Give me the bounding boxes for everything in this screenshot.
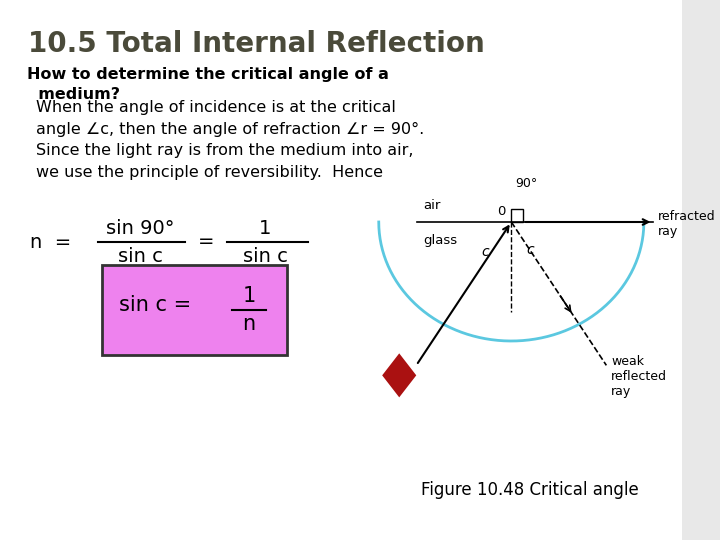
Text: How to determine the critical angle of a
  medium?: How to determine the critical angle of a… [27, 67, 388, 102]
Text: 0: 0 [498, 205, 505, 218]
Text: n  =: n = [30, 233, 71, 252]
Text: ray: ray [658, 226, 678, 239]
Polygon shape [382, 353, 416, 397]
Text: sin 90°: sin 90° [106, 219, 174, 238]
Text: 1: 1 [259, 219, 271, 238]
Text: c: c [481, 245, 489, 259]
Text: c: c [526, 243, 534, 257]
Text: 1: 1 [243, 286, 256, 306]
Text: Figure 10.48 Critical angle: Figure 10.48 Critical angle [421, 481, 639, 499]
Text: sin c: sin c [243, 247, 287, 267]
Text: =: = [198, 233, 215, 252]
Text: 10.5 Total Internal Reflection: 10.5 Total Internal Reflection [28, 30, 485, 58]
Text: refracted: refracted [658, 211, 716, 224]
Text: sin c: sin c [117, 247, 163, 267]
Text: When the angle of incidence is at the critical
angle ∠c, then the angle of refra: When the angle of incidence is at the cr… [36, 100, 424, 180]
Text: air: air [423, 199, 441, 212]
Text: glass: glass [423, 234, 457, 247]
Text: weak
reflected
ray: weak reflected ray [611, 355, 667, 399]
Bar [102, 265, 287, 355]
Text: n: n [243, 314, 256, 334]
Text: sin c =: sin c = [120, 295, 198, 315]
Bar [511, 209, 523, 222]
Text: 90°: 90° [515, 177, 537, 190]
